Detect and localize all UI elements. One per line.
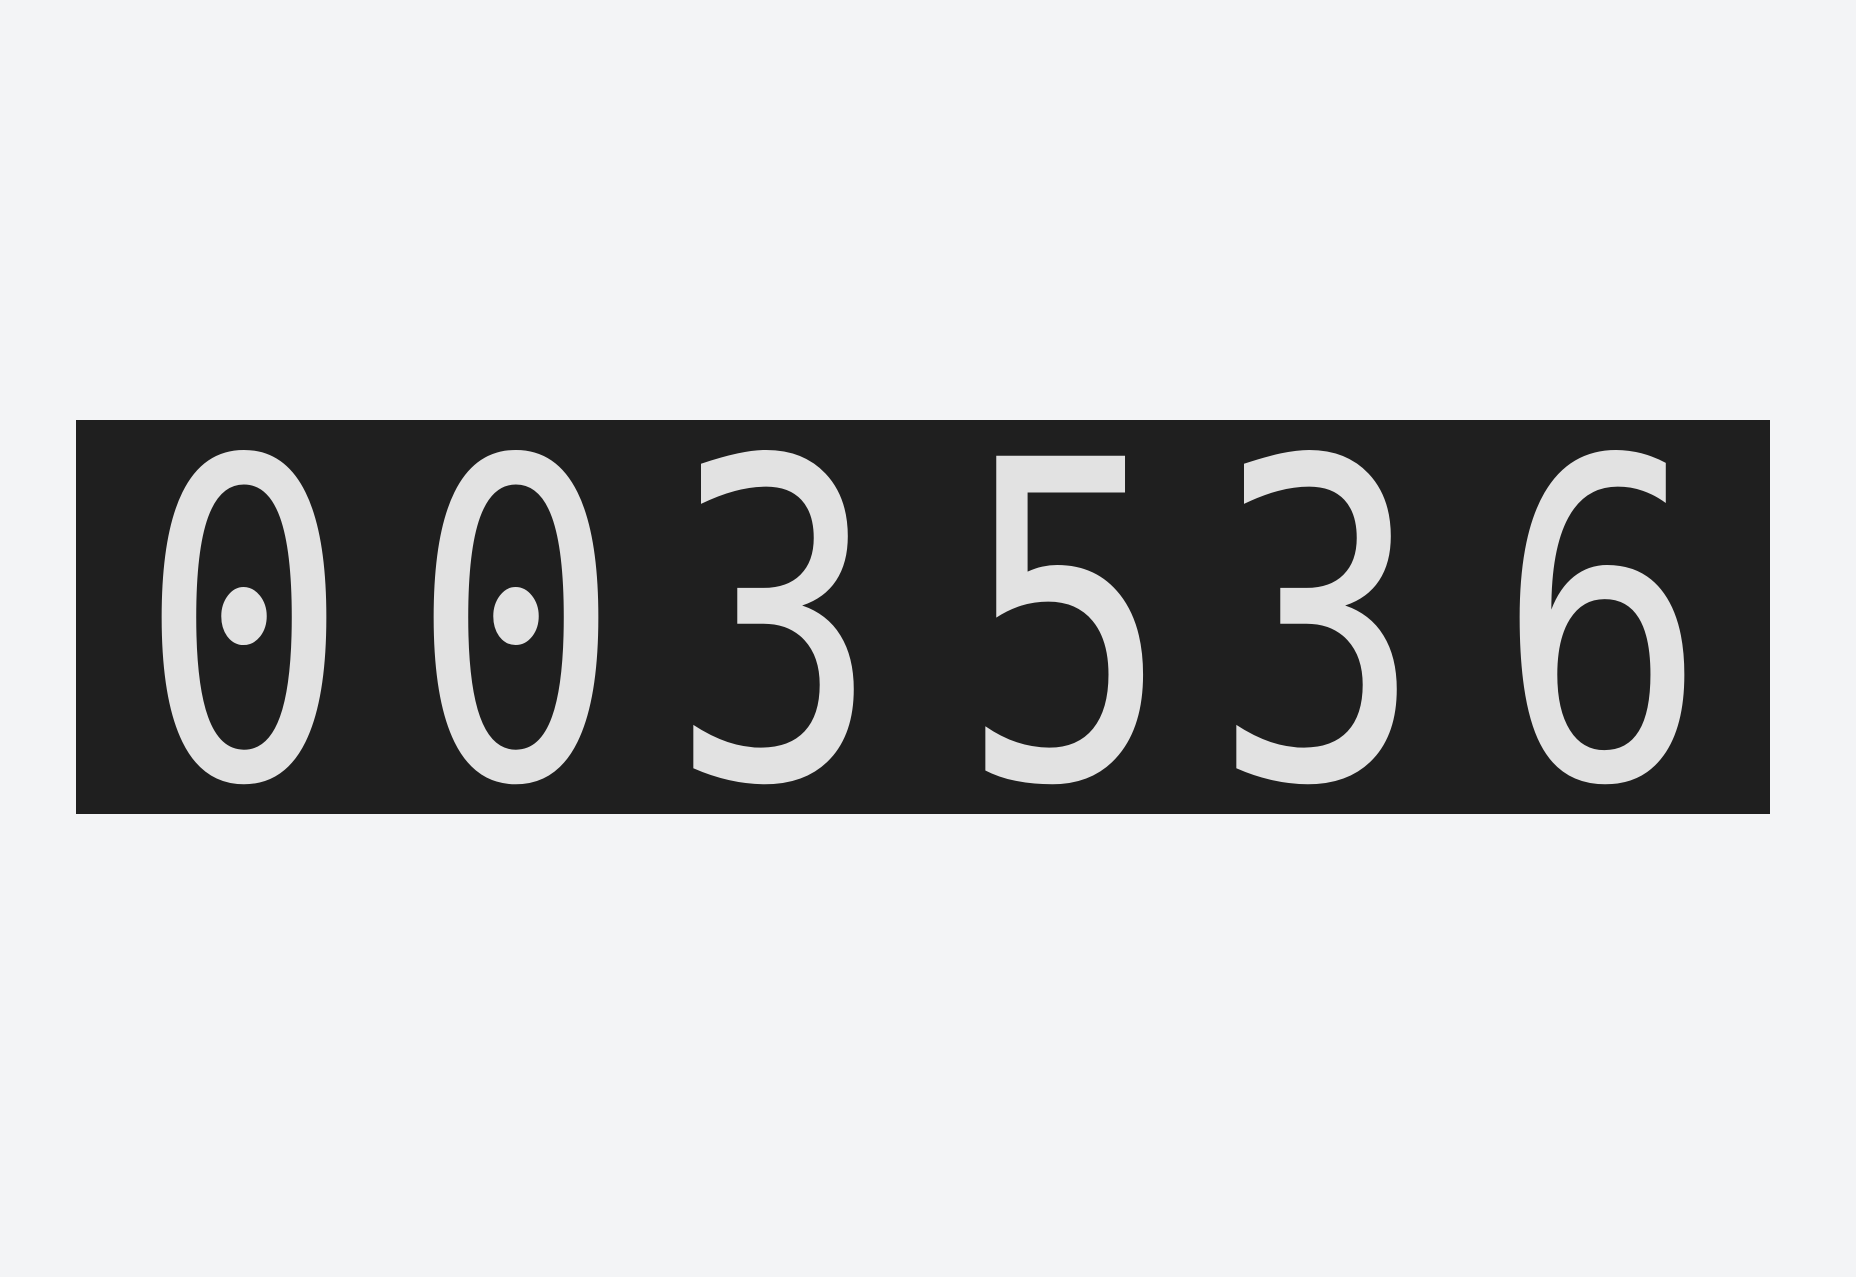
counter-digit-2: 0 — [411, 420, 621, 814]
counter-digits: 0 0 3 5 3 6 — [139, 420, 1707, 814]
counter-display: 0 0 3 5 3 6 — [76, 420, 1770, 814]
counter-digit-1: 0 — [139, 420, 349, 814]
counter-digit-5: 3 — [1213, 420, 1423, 814]
counter-digit-3: 3 — [670, 420, 880, 814]
counter-digit-6: 6 — [1497, 420, 1707, 814]
counter-digit-4: 5 — [961, 420, 1171, 814]
